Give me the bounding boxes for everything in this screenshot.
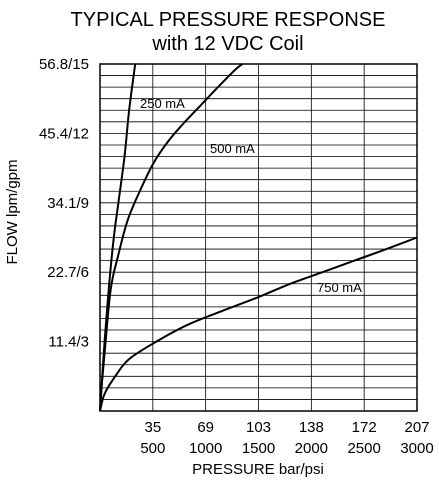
x-tick-labels: 35 500 69 1000 103 1500 138 2000 172 2500 207 3000 — [140, 419, 433, 457]
x-tick-label-psi: 1000 — [189, 440, 222, 457]
chart-subtitle: with 12 VDC Coil — [151, 33, 303, 55]
curve-label-250-ma: 250 mA — [140, 96, 185, 111]
x-tick-label-psi: 2000 — [295, 440, 328, 457]
x-tick-label-psi: 500 — [140, 440, 165, 457]
grid-lines — [100, 64, 417, 411]
x-tick-label-bar: 138 — [299, 419, 324, 436]
curve-label-750-ma: 750 mA — [317, 280, 362, 295]
x-tick-label-bar: 103 — [246, 419, 271, 436]
curve-labels: 250 mA 500 mA 750 mA — [140, 96, 362, 295]
x-tick-label-bar: 172 — [352, 419, 377, 436]
y-axis-label: FLOW lpm/gpm — [4, 159, 21, 264]
x-tick-label-bar: 35 — [144, 419, 161, 436]
x-tick-label-psi: 1500 — [242, 440, 275, 457]
x-tick-label-bar: 207 — [404, 419, 429, 436]
x-tick-label-psi: 2500 — [347, 440, 380, 457]
y-tick-label: 56.8/15 — [39, 56, 89, 73]
y-tick-label: 45.4/12 — [39, 125, 89, 142]
x-tick-label-bar: 69 — [197, 419, 214, 436]
x-tick-label-psi: 3000 — [400, 440, 433, 457]
y-tick-label: 22.7/6 — [47, 264, 89, 281]
curves — [99, 63, 418, 412]
x-axis-label: PRESSURE bar/psi — [192, 461, 324, 478]
y-tick-label: 34.1/9 — [47, 195, 89, 212]
chart-title: TYPICAL PRESSURE RESPONSE — [71, 9, 386, 31]
y-tick-label: 11.4/3 — [48, 334, 89, 351]
plot-frame — [99, 63, 418, 412]
curve-label-500-ma: 500 mA — [210, 141, 255, 156]
curve-500-ma — [99, 63, 244, 412]
curve-750-ma — [99, 236, 418, 412]
y-tick-labels: 11.4/3 22.7/6 34.1/9 45.4/12 56.8/15 — [39, 56, 89, 351]
